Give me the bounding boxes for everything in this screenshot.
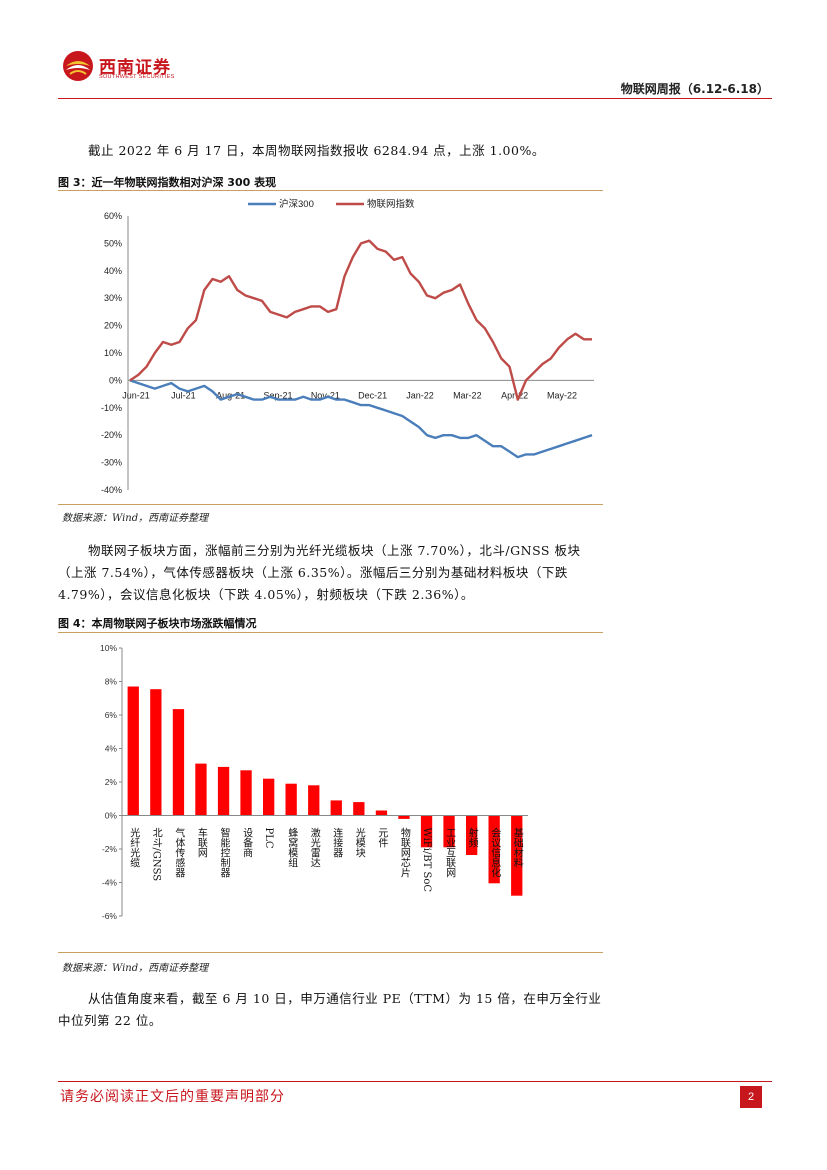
bar-4	[217, 766, 230, 816]
y-tick-label: 40%	[104, 266, 122, 276]
bar-8	[308, 785, 320, 816]
y-tick-label: 8%	[105, 677, 118, 687]
company-name-en: SOUTHWEST SECURITIES	[99, 74, 175, 80]
category-label: 连接器	[331, 826, 343, 858]
series-line-iot	[129, 239, 592, 401]
category-label: WiFi/BT SoC	[421, 828, 432, 893]
bar-6	[263, 778, 275, 816]
iot-vs-hs300-line-chart: 60% 50% 40% 30% 20% 10% 0% -10% -20% -30% -40% Jun-…	[101, 198, 594, 495]
y-tick-label: 4%	[105, 744, 118, 754]
bar-15	[466, 815, 478, 855]
y-tick-label: 30%	[104, 293, 122, 303]
x-tick-label: Nov-21	[311, 390, 340, 400]
x-tick-label: Sep-21	[263, 390, 292, 400]
company-logo	[62, 50, 94, 82]
bar-2	[172, 709, 185, 816]
header-divider	[58, 98, 772, 99]
x-tick-label: Mar-22	[453, 390, 482, 400]
y-tick-label: 10%	[100, 643, 117, 653]
y-tick-label: -6%	[102, 911, 118, 921]
figure-4-bottom-rule	[58, 952, 603, 953]
category-label: 物联网芯片	[398, 826, 410, 878]
bar-17	[511, 815, 523, 896]
category-label: 智能控制器	[218, 826, 230, 878]
bar-11	[375, 810, 388, 816]
series-line-hs300	[129, 379, 593, 459]
x-tick-label: May-22	[547, 390, 577, 400]
y-tick-label: 50%	[104, 238, 122, 248]
category-label: 射频	[466, 827, 478, 848]
paragraph-index-close: 截止 2022 年 6 月 17 日，本周物联网指数报收 6284.94 点，上…	[88, 143, 545, 158]
bar-0	[127, 686, 139, 816]
paragraph-subsector: 物联网子板块方面，涨幅前三分别为光纤光缆板块（上涨 7.70%），北斗/GNSS…	[58, 543, 581, 602]
paragraph-valuation: 从估值角度来看，截至 6 月 10 日，申万通信行业 PE（TTM）为 15 倍…	[58, 991, 602, 1028]
category-label: 车联网	[195, 826, 207, 858]
y-tick-label: -40%	[101, 485, 122, 495]
y-tick-label: 0%	[109, 375, 122, 385]
figure-4-title: 图 4：本周物联网子板块市场涨跌幅情况	[58, 617, 257, 630]
category-label: 基础材料	[511, 826, 523, 868]
figure-3-title: 图 3：近一年物联网指数相对沪深 300 表现	[58, 176, 277, 189]
y-tick-label: 60%	[104, 211, 122, 221]
y-tick-label: 2%	[105, 777, 118, 787]
y-tick-label: -10%	[101, 403, 122, 413]
category-label: 激光雷达	[308, 826, 320, 867]
bar-10	[353, 802, 365, 816]
bar-5	[240, 770, 252, 816]
category-label: 北斗/GNSS	[150, 827, 162, 881]
footer-divider	[58, 1081, 772, 1082]
category-label: 蜂窝模组	[286, 826, 298, 867]
category-label: PLC	[263, 828, 274, 849]
category-label: 气体传感器	[173, 826, 185, 878]
x-tick-label: Jun-21	[122, 390, 150, 400]
bar-7	[285, 783, 297, 816]
bar-3	[195, 763, 207, 816]
subsector-bar-chart: 10% 8% 6% 4% 2% 0% -2% -4% -6% 光纤光缆 北斗/GNSS 气体传感器 车联…	[100, 643, 528, 921]
y-tick-label: -4%	[102, 878, 118, 888]
x-tick-label: Jan-22	[406, 390, 434, 400]
figure-4-source: 数据来源：Wind，西南证券整理	[62, 963, 209, 974]
category-label: 设备商	[241, 827, 253, 858]
category-label: 元件	[376, 828, 388, 849]
x-tick-label: Apr-22	[501, 390, 528, 400]
bar-13	[420, 815, 433, 848]
category-label: 会议信息化	[489, 826, 501, 877]
y-tick-label: -30%	[101, 458, 122, 468]
logo-emblem-icon	[63, 51, 93, 81]
y-tick-label: 20%	[104, 321, 122, 331]
bar-9	[330, 800, 342, 816]
y-tick-label: -20%	[101, 430, 122, 440]
footer-disclaimer: 请务必阅读正文后的重要声明部分	[60, 1089, 285, 1105]
legend-label: 物联网指数	[367, 198, 415, 210]
figure-3-bottom-rule	[58, 504, 603, 505]
y-tick-label: 0%	[105, 811, 118, 821]
category-label: 光模块	[353, 826, 365, 858]
category-label: 工业互联网	[444, 828, 456, 879]
x-tick-label: Dec-21	[358, 390, 387, 400]
figure-4-title-rule	[58, 632, 603, 633]
x-tick-label: Jul-21	[171, 390, 196, 400]
report-title: 物联网周报（6.12-6.18）	[620, 82, 769, 96]
company-name-cn: 西南证券	[99, 58, 171, 78]
page-number: 2	[740, 1086, 762, 1108]
y-tick-label: 10%	[104, 348, 122, 358]
bar-12	[398, 815, 410, 819]
category-label: 光纤光缆	[128, 826, 140, 867]
y-tick-label: -2%	[102, 844, 118, 854]
bar-14	[443, 815, 455, 848]
figure-3-title-rule	[58, 190, 603, 191]
y-tick-label: 6%	[105, 710, 118, 720]
figure-3-source: 数据来源：Wind，西南证券整理	[62, 513, 209, 524]
bar-1	[150, 689, 162, 816]
legend-label: 沪深300	[279, 198, 314, 210]
bar-16	[488, 815, 500, 884]
